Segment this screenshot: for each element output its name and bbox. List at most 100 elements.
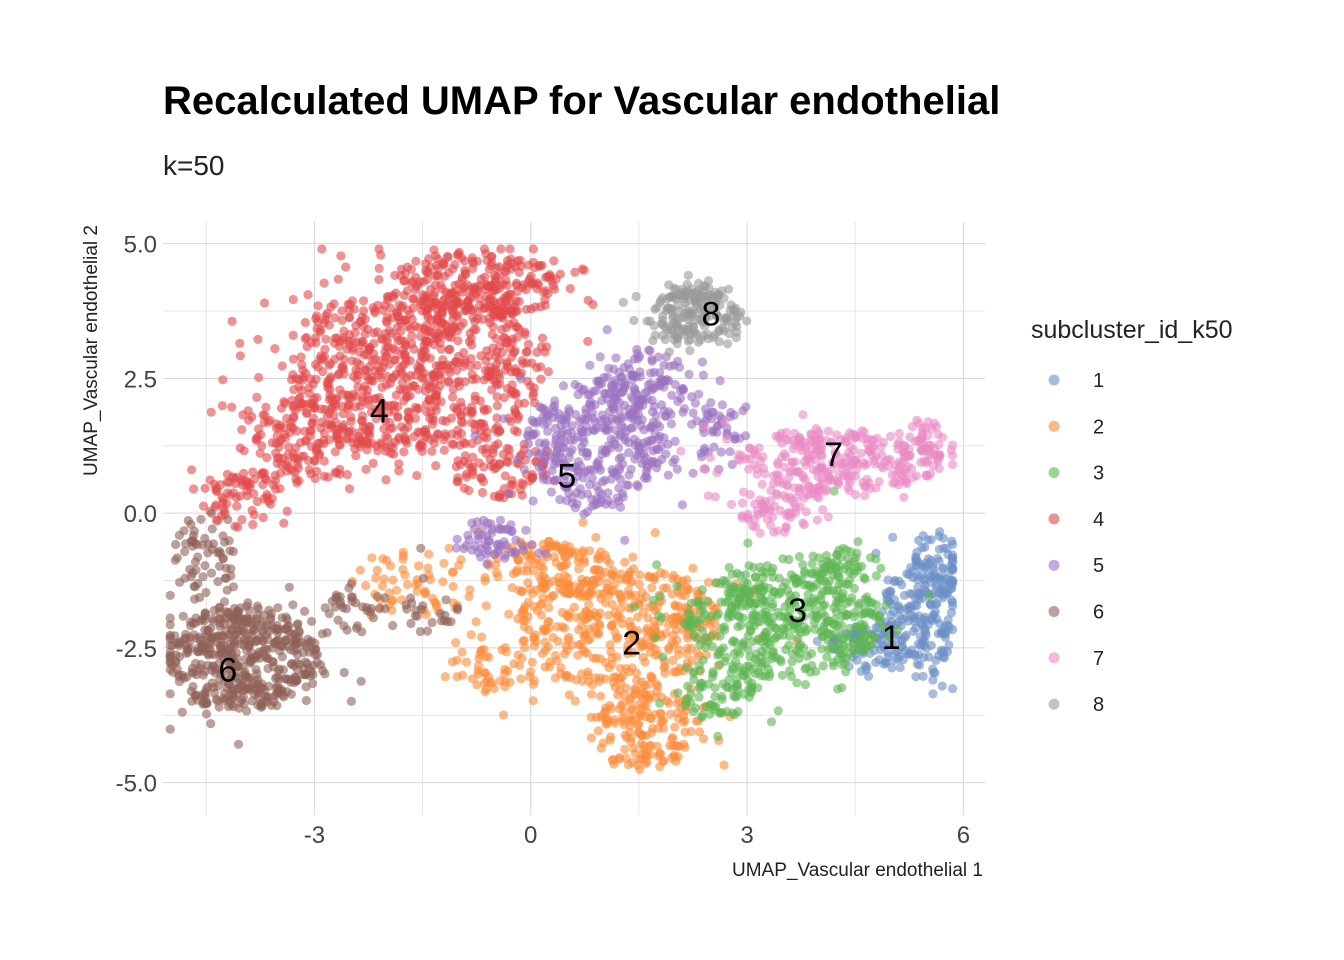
cluster-8-point (650, 304, 660, 314)
cluster-4-point (400, 349, 410, 359)
cluster-2-point (627, 705, 637, 715)
cluster-5-point (619, 381, 630, 391)
cluster-2-point (412, 586, 422, 596)
cluster-4-point (447, 306, 457, 316)
cluster-4-point (322, 308, 333, 318)
cluster-2-point (529, 632, 539, 643)
cluster-4-point (382, 350, 392, 361)
cluster-2-point (379, 574, 389, 584)
cluster-7-point (744, 464, 754, 474)
cluster-2-point (591, 532, 601, 543)
cluster-6-point (356, 676, 366, 686)
cluster-3-point (860, 608, 870, 618)
cluster-2-point (620, 557, 630, 567)
cluster-3-point (838, 543, 848, 554)
cluster-4-point (282, 506, 292, 516)
cluster-4-point (583, 295, 593, 305)
cluster-2-point (656, 568, 666, 578)
cluster-4-point (312, 311, 322, 321)
cluster-3-point (853, 600, 863, 611)
cluster-6-point (251, 665, 261, 675)
cluster-5-point (690, 398, 701, 408)
cluster-8-point (687, 308, 698, 318)
cluster-6-point (339, 667, 349, 678)
cluster-5-point (660, 376, 670, 386)
cluster-5-point (596, 494, 606, 504)
cluster-4-point (492, 380, 502, 390)
cluster-4-point (364, 375, 374, 385)
legend-label-7: 7 (1093, 648, 1104, 670)
cluster-5-point (510, 548, 520, 558)
cluster-3-point (741, 585, 751, 595)
cluster-3-point (817, 644, 827, 654)
cluster-4-point (347, 356, 357, 366)
cluster-2-point (686, 726, 696, 737)
cluster-3-point (700, 642, 710, 652)
cluster-5-point (626, 464, 636, 474)
cluster-5-point (709, 442, 719, 452)
cluster-2-point (602, 578, 612, 588)
cluster-6-point (199, 616, 209, 626)
cluster-8-point (672, 313, 682, 323)
cluster-7-point (844, 486, 855, 496)
cluster-2-point (616, 593, 626, 604)
cluster-6-point (418, 573, 428, 584)
cluster-6-point (410, 611, 420, 621)
cluster-2-point (465, 585, 475, 595)
cluster-3-point (739, 689, 749, 699)
cluster-5-point (519, 464, 529, 474)
cluster-7-point (833, 479, 843, 490)
cluster-2-point (440, 672, 450, 682)
cluster-2-point (650, 528, 660, 538)
cluster-4-point (235, 351, 245, 361)
cluster-4-point (377, 382, 387, 392)
cluster-5-point (640, 473, 650, 483)
cluster-6-point (439, 616, 450, 626)
cluster-4-point (414, 403, 424, 413)
cluster-4-point (493, 439, 503, 449)
cluster-4-point (492, 401, 502, 411)
cluster-4-point (467, 340, 477, 350)
cluster-3-point (700, 633, 711, 643)
cluster-2-point (457, 647, 467, 657)
cluster-2-point (635, 570, 645, 580)
cluster-3-point (836, 620, 846, 630)
cluster-3-point (777, 670, 788, 680)
cluster-5-point (638, 400, 648, 410)
cluster-4-point (469, 286, 479, 296)
cluster-4-point (337, 315, 347, 325)
cluster-3-point (735, 571, 745, 581)
cluster-3-point (689, 667, 699, 677)
cluster-3-point (713, 731, 723, 742)
cluster-2-point (643, 613, 653, 623)
cluster-8-point (725, 305, 736, 315)
cluster-4-point (396, 367, 406, 377)
cluster-4-point (436, 367, 446, 377)
cluster-4-point (248, 519, 258, 530)
cluster-3-point (760, 632, 770, 642)
cluster-1-point (918, 671, 928, 682)
cluster-2-point (632, 675, 642, 686)
cluster-5-point (521, 525, 531, 535)
cluster-4-point (389, 406, 399, 416)
cluster-6-point (258, 620, 268, 630)
cluster-3-point (710, 691, 720, 702)
cluster-4-point (319, 278, 329, 288)
cluster-4-point (369, 328, 379, 338)
cluster-1-point (940, 629, 950, 639)
cluster-4-point (399, 359, 409, 369)
cluster-5-point (678, 407, 688, 417)
cluster-4-point (388, 313, 398, 323)
cluster-2-point (474, 654, 484, 664)
cluster-4-point (287, 395, 297, 405)
cluster-1-point (913, 575, 923, 585)
cluster-1-point (944, 640, 954, 650)
cluster-4-point (311, 374, 321, 384)
cluster-4-point (489, 458, 499, 468)
cluster-2-point (545, 657, 555, 667)
cluster-3-point (706, 612, 716, 622)
cluster-4-point (371, 414, 381, 424)
cluster-4-point (433, 271, 443, 281)
cluster-2-point (491, 560, 501, 570)
cluster-2-point (495, 676, 506, 686)
